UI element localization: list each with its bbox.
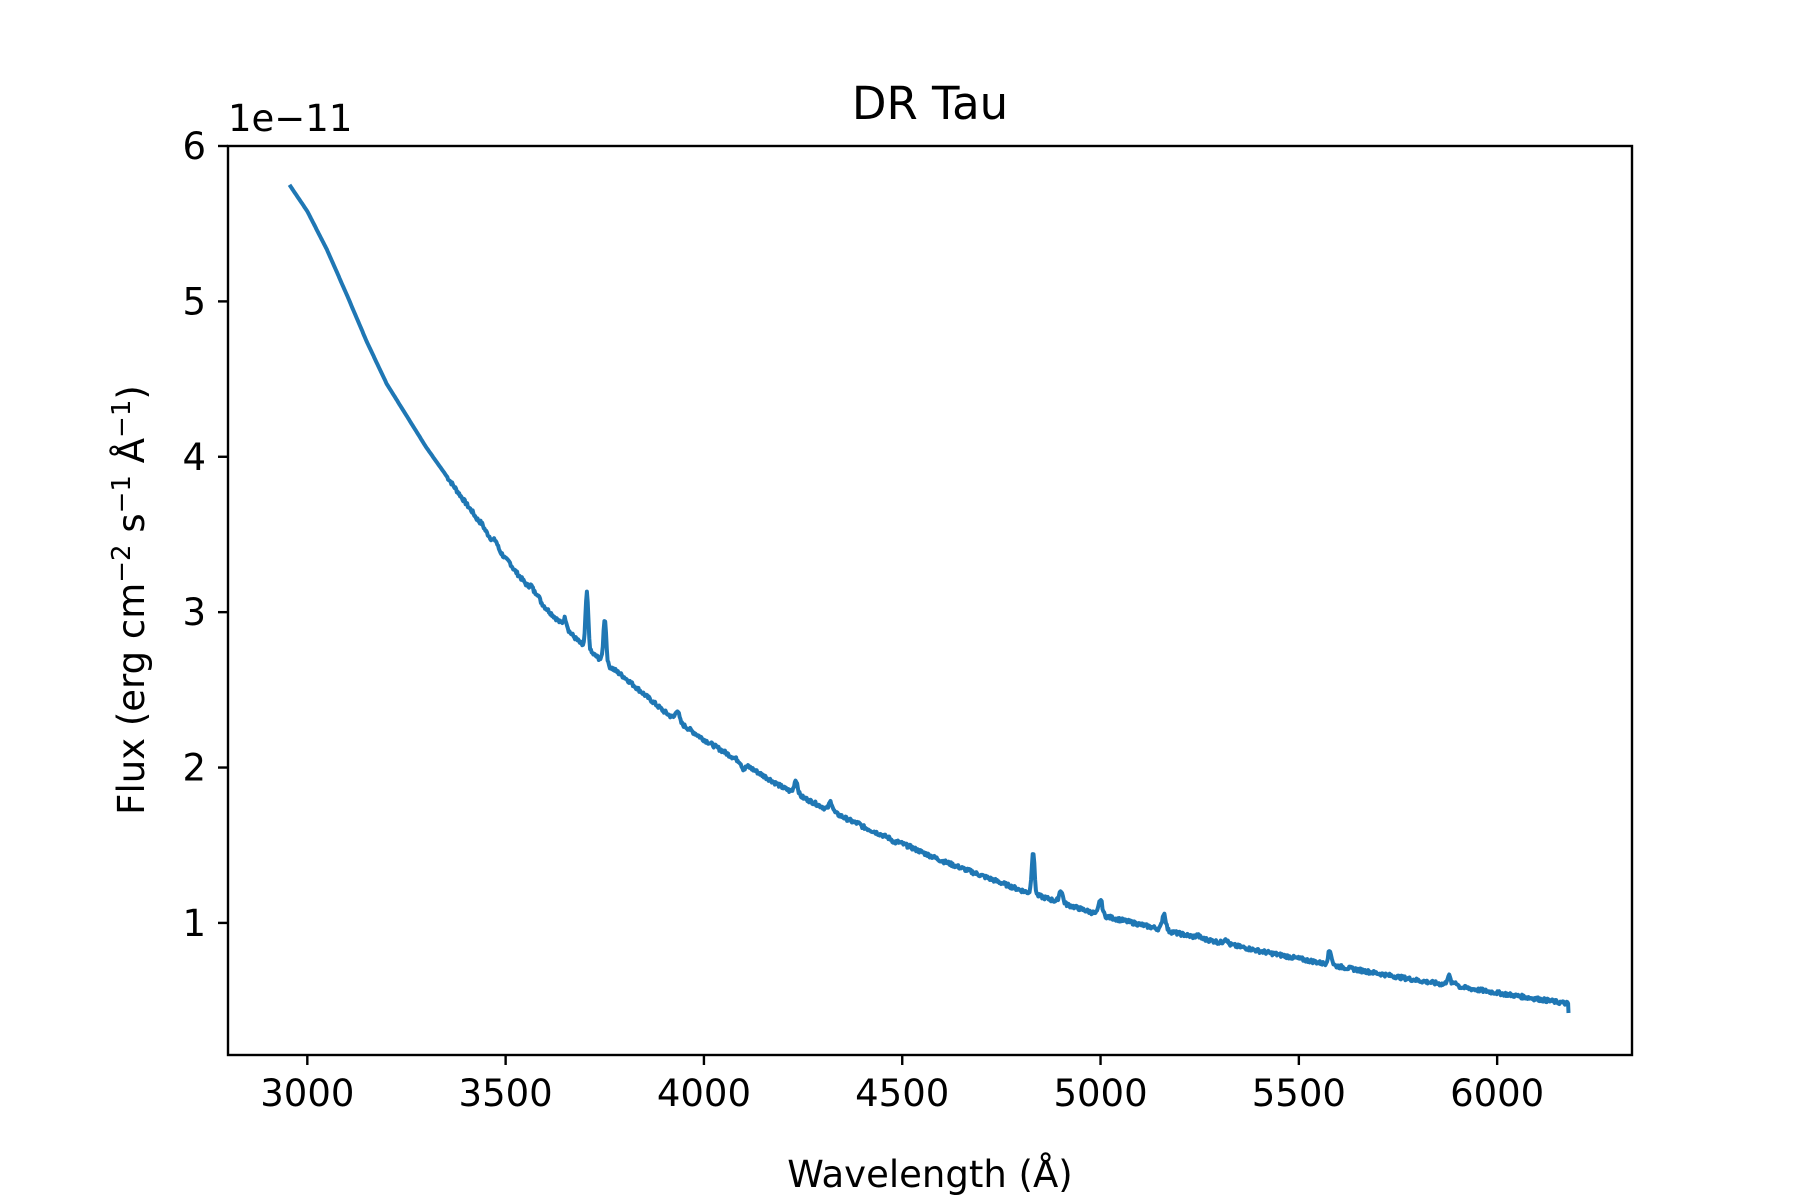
x-axis-label: Wavelength (Å) bbox=[787, 1152, 1072, 1196]
y-axis-label-mid: s bbox=[110, 513, 153, 544]
x-tick-label: 3500 bbox=[459, 1072, 553, 1115]
y-tick-label: 1 bbox=[182, 902, 206, 945]
x-tick-label: 3000 bbox=[260, 1072, 354, 1115]
flux-spectrum-line bbox=[287, 183, 1571, 1014]
y-axis-label-exp1: −2 bbox=[107, 544, 137, 582]
y-axis-label-exp2: −1 bbox=[107, 475, 137, 513]
y-tick-label: 6 bbox=[182, 125, 206, 168]
y-axis-label-mid2: Å bbox=[109, 438, 153, 475]
chart-title: DR Tau bbox=[852, 77, 1008, 130]
x-tick-label: 5500 bbox=[1252, 1072, 1346, 1115]
y-axis-label-prefix: Flux (erg cm bbox=[110, 583, 153, 815]
y-tick-label: 3 bbox=[182, 591, 206, 634]
x-tick-label: 4000 bbox=[657, 1072, 751, 1115]
y-tick-label: 4 bbox=[182, 436, 206, 479]
y-tick-label: 5 bbox=[182, 280, 206, 323]
y-axis-label-exp3: −1 bbox=[107, 400, 137, 438]
y-axis-label: Flux (erg cm−2 s−1 Å−1) bbox=[107, 385, 153, 815]
y-tick-label: 2 bbox=[182, 747, 206, 790]
x-tick-label: 5000 bbox=[1053, 1072, 1147, 1115]
y-axis-label-suffix: ) bbox=[110, 385, 153, 399]
plot-frame bbox=[226, 144, 1634, 1057]
x-tick-label: 4500 bbox=[855, 1072, 949, 1115]
y-axis: 1 2 3 4 5 6 bbox=[182, 125, 228, 945]
y-offset-label: 1e−11 bbox=[228, 97, 352, 140]
x-axis: 3000 3500 4000 4500 5000 5500 6000 bbox=[260, 1055, 1544, 1115]
x-tick-label: 6000 bbox=[1450, 1072, 1544, 1115]
